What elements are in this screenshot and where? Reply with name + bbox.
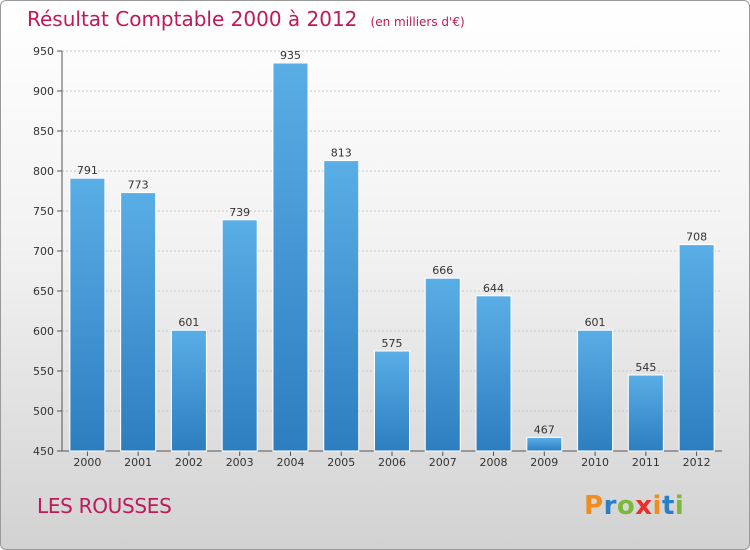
bar-2005[interactable]	[323, 160, 360, 452]
x-tick-label-2007: 2007	[429, 456, 457, 469]
x-tick-label-2009: 2009	[530, 456, 558, 469]
data-label-2007: 666	[432, 264, 453, 277]
logo-letter: i	[652, 491, 662, 521]
bar-2000[interactable]	[69, 177, 106, 452]
data-label-2010: 601	[585, 316, 606, 329]
x-tick-label-2004: 2004	[276, 456, 304, 469]
data-label-2000: 791	[77, 164, 98, 177]
data-label-2005: 813	[331, 147, 352, 160]
logo-letter: o	[616, 491, 636, 521]
location-name: LES ROUSSES	[37, 494, 172, 518]
x-tick-label-2002: 2002	[175, 456, 203, 469]
y-tick-labels: 450 500 550 600 650 700 750 800 850 900 950	[33, 45, 54, 458]
data-label-2011: 545	[635, 361, 656, 374]
bar-2007[interactable]	[424, 277, 461, 452]
y-tick-label: 900	[33, 85, 54, 98]
logo-letter: r	[603, 491, 617, 521]
x-tick-labels: 2000 2001 2002 2003 2004 2005 2006 2007 2008 2009…	[73, 456, 710, 469]
data-label-2009: 467	[534, 423, 555, 436]
x-tick-label-2001: 2001	[124, 456, 152, 469]
y-tick-label: 500	[33, 405, 54, 418]
data-labels: 791 773 601 739 935 813 575 666 644 467 601 545 708	[77, 49, 707, 436]
y-tick-label: 850	[33, 125, 54, 138]
logo-letter: t	[661, 491, 675, 521]
data-label-2002: 601	[178, 316, 199, 329]
data-label-2008: 644	[483, 282, 504, 295]
x-tick-label-2011: 2011	[632, 456, 660, 469]
x-tick-label-2010: 2010	[581, 456, 609, 469]
y-tick-label: 750	[33, 205, 54, 218]
chart-subtitle: (en milliers d'€)	[370, 15, 465, 29]
bar-2010[interactable]	[577, 329, 614, 452]
x-tick-label-2003: 2003	[226, 456, 254, 469]
bar-2011[interactable]	[627, 374, 664, 452]
y-tick-label: 700	[33, 245, 54, 258]
proxiti-logo[interactable]: Proxiti	[584, 491, 684, 521]
data-label-2004: 935	[280, 49, 301, 62]
y-tick-label: 550	[33, 365, 54, 378]
x-tick-label-2012: 2012	[683, 456, 711, 469]
bar-2006[interactable]	[374, 350, 410, 452]
y-tick-label: 600	[33, 325, 54, 338]
y-tick-label: 950	[33, 45, 54, 58]
y-tick-label: 650	[33, 285, 54, 298]
data-label-2001: 773	[128, 179, 149, 192]
bar-2008[interactable]	[475, 295, 512, 452]
logo-letter: x	[635, 491, 653, 521]
bar-2001[interactable]	[120, 192, 157, 452]
data-label-2003: 739	[229, 206, 250, 219]
bar-2009[interactable]	[526, 436, 563, 452]
x-tick-label-2006: 2006	[378, 456, 406, 469]
bars	[69, 62, 715, 452]
logo-letter: i	[674, 491, 685, 521]
chart-title-block: Résultat Comptable 2000 à 2012 (en milli…	[27, 7, 465, 31]
x-tick-label-2008: 2008	[480, 456, 508, 469]
x-tick-label-2005: 2005	[327, 456, 355, 469]
bar-2004[interactable]	[272, 62, 309, 452]
data-label-2012: 708	[686, 231, 707, 244]
y-tick-label: 450	[33, 445, 54, 458]
x-tick-label-2000: 2000	[73, 456, 101, 469]
bar-2003[interactable]	[221, 219, 258, 452]
logo-letter: P	[584, 491, 604, 521]
bar-2002[interactable]	[170, 329, 207, 452]
chart-title: Résultat Comptable 2000 à 2012	[27, 7, 358, 31]
y-tick-label: 800	[33, 165, 54, 178]
bar-2012[interactable]	[678, 244, 715, 452]
data-label-2006: 575	[382, 337, 403, 350]
